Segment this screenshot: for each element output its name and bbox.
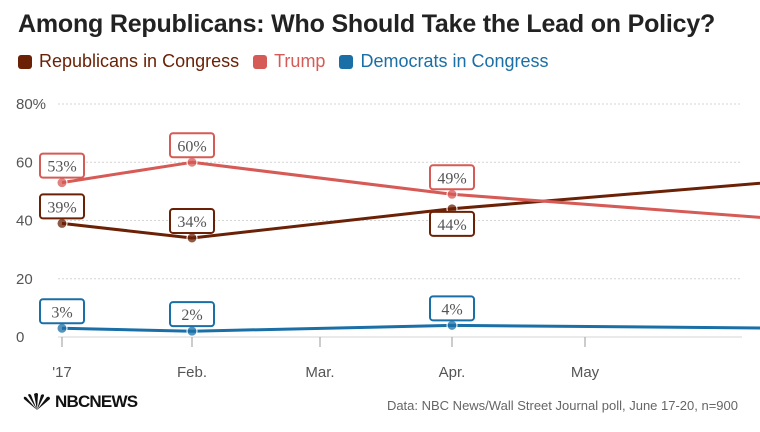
y-tick-label: 0 [16, 329, 24, 346]
x-tick-label: Feb. [177, 364, 207, 381]
data-label: 4% [441, 301, 462, 318]
data-label: 53% [47, 159, 76, 176]
series-line [61, 181, 760, 240]
legend-swatch-trump [253, 54, 268, 69]
x-tick-label: '17 [52, 364, 72, 381]
data-label: 3% [51, 304, 72, 321]
data-point [56, 322, 68, 334]
data-point [186, 232, 198, 244]
x-tick-label: Mar. [305, 364, 334, 381]
legend-item-republicans: Republicans in Congress [18, 51, 239, 72]
legend-item-trump: Trump [253, 51, 325, 72]
legend-label-trump: Trump [274, 51, 326, 71]
data-label-box [429, 210, 475, 237]
data-point [56, 217, 68, 229]
data-label-box [39, 152, 85, 179]
data-label: 49% [437, 170, 466, 187]
x-tick-label: Apr. [439, 364, 466, 381]
series-line [61, 323, 760, 333]
x-tick-label: May [571, 364, 600, 381]
data-label-box [429, 164, 475, 191]
chart-legend: Republicans in Congress Trump Democrats … [18, 51, 563, 72]
data-label-box [169, 132, 215, 159]
data-point [446, 319, 458, 331]
data-label: 2% [181, 307, 202, 324]
data-point [446, 188, 458, 200]
source-note: Data: NBC News/Wall Street Journal poll,… [386, 398, 738, 413]
chart-title: Among Republicans: Who Should Take the L… [18, 10, 716, 38]
data-label: 39% [47, 199, 76, 216]
legend-swatch-democrats [339, 54, 354, 69]
data-label-box [39, 193, 85, 220]
data-point [186, 156, 198, 168]
nbc-news-logo: NBCNEWS [22, 392, 138, 412]
legend-item-democrats: Democrats in Congress [339, 51, 549, 72]
data-label-box [169, 207, 215, 234]
y-tick-label: 40 [16, 213, 33, 230]
data-point [56, 177, 68, 189]
data-label-box [429, 295, 475, 322]
data-point [186, 325, 198, 337]
legend-swatch-republicans [18, 54, 32, 69]
data-label: 34% [177, 214, 206, 231]
peacock-icon [23, 393, 50, 410]
data-label-box [169, 301, 215, 328]
legend-label-democrats: Democrats in Congress [360, 51, 549, 71]
series-line [61, 160, 760, 219]
data-label-box [39, 298, 85, 325]
legend-label-republicans: Republicans in Congress [39, 51, 240, 71]
data-label: 60% [177, 138, 206, 155]
logo-text: NBCNEWS [55, 392, 138, 411]
y-tick-label: 80% [16, 96, 46, 113]
data-label: 44% [437, 217, 466, 234]
y-tick-label: 60 [16, 154, 33, 171]
y-tick-label: 20 [16, 271, 33, 288]
